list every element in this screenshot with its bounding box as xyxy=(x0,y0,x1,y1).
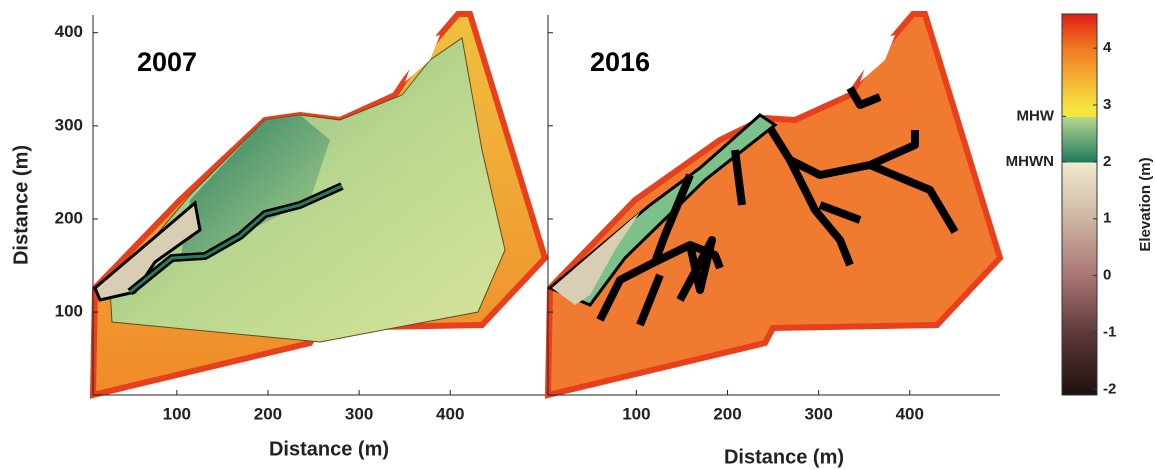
channel xyxy=(129,184,343,294)
colorbar-tick-label: 4 xyxy=(1103,39,1112,56)
x-tick-label: 300 xyxy=(345,404,373,423)
level-label: MHW xyxy=(1017,107,1055,124)
x-tick-label: 300 xyxy=(804,404,832,423)
map-2007 xyxy=(89,11,549,399)
x-tick-label: 100 xyxy=(622,404,650,423)
colorbar-tick-label: 1 xyxy=(1103,210,1111,227)
channel xyxy=(868,161,959,235)
colorbar-tick-label: 2 xyxy=(1103,153,1111,170)
mudflat xyxy=(93,200,202,302)
panel-title: 2016 xyxy=(590,47,650,77)
channel xyxy=(786,158,854,267)
colorbar-label: Elevation (m) xyxy=(1137,157,1154,251)
upland-notch xyxy=(405,35,440,82)
upland-notch xyxy=(860,35,895,82)
channel xyxy=(818,201,862,224)
colorbar xyxy=(1061,13,1098,396)
colorbar-tick-label: 3 xyxy=(1103,96,1111,113)
x-axis-label: Distance (m) xyxy=(724,446,844,468)
y-tick-label: 300 xyxy=(55,115,83,134)
colorbar-tick-label: -2 xyxy=(1103,380,1116,397)
mudflat xyxy=(552,212,640,305)
y-axis-label: Distance (m) xyxy=(10,145,32,265)
channel xyxy=(846,85,882,109)
channel xyxy=(596,241,724,322)
x-axis-label: Distance (m) xyxy=(269,438,389,460)
channel xyxy=(676,236,716,302)
x-tick-label: 400 xyxy=(436,404,464,423)
channel xyxy=(731,149,746,206)
level-label: MHWN xyxy=(1006,153,1054,170)
y-tick-label: 100 xyxy=(55,302,83,321)
channel xyxy=(766,125,919,179)
x-tick-label: 200 xyxy=(713,404,741,423)
map-2016 xyxy=(544,11,1004,399)
channels xyxy=(596,85,959,327)
y-tick-label: 400 xyxy=(55,22,83,41)
y-tick-label: 200 xyxy=(55,208,83,227)
channel xyxy=(651,173,694,264)
x-tick-label: 100 xyxy=(163,404,191,423)
low-area xyxy=(180,115,330,262)
colorbar-tick-label: -1 xyxy=(1103,323,1116,340)
x-tick-label: 400 xyxy=(896,404,924,423)
colorbar-tick-label: 0 xyxy=(1103,267,1111,284)
panel-title: 2007 xyxy=(137,47,197,77)
x-tick-label: 200 xyxy=(254,404,282,423)
channel xyxy=(636,273,664,327)
